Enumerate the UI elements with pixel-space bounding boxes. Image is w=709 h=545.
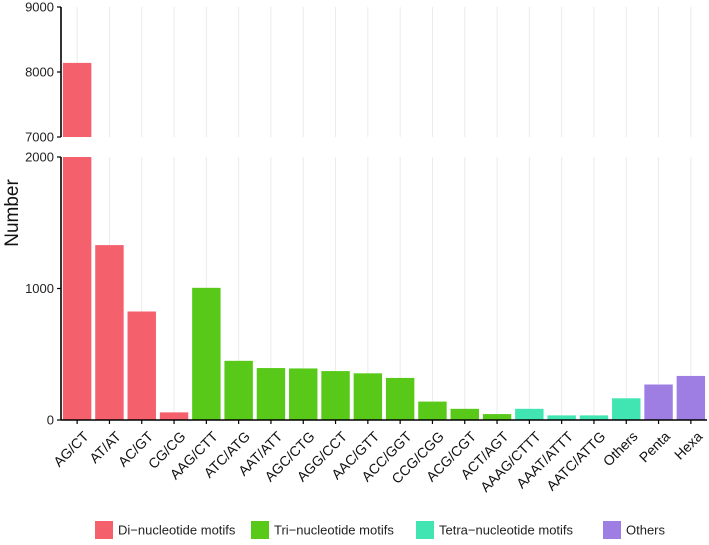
bar-aaat-attt bbox=[547, 415, 576, 420]
bars bbox=[62, 62, 706, 420]
y-tick-label: 7000 bbox=[25, 130, 54, 145]
y-ticks: 7000 8000 9000 0 1000 2000 bbox=[25, 0, 61, 428]
bar-aatc-attg bbox=[579, 415, 609, 420]
y-axis-label: Number bbox=[2, 179, 23, 247]
grid-lines bbox=[76, 7, 692, 420]
bar-aaag-cttt bbox=[515, 408, 544, 420]
y-tick-label: 2000 bbox=[25, 150, 54, 165]
y-tick-label: 1000 bbox=[25, 281, 54, 296]
bar-hexa bbox=[676, 375, 706, 420]
legend-swatch-others bbox=[603, 521, 621, 539]
bar-act-agt bbox=[482, 414, 512, 420]
axes bbox=[60, 7, 707, 421]
bar-ag-ct bbox=[62, 157, 92, 420]
legend-swatch-di bbox=[95, 521, 113, 539]
bar-aat-att bbox=[256, 368, 286, 420]
bar-at-at bbox=[95, 245, 124, 420]
bar-acg-cgt bbox=[450, 408, 479, 420]
y-tick-label: 0 bbox=[47, 413, 54, 428]
x-tick-label: Penta bbox=[636, 428, 673, 465]
legend-label-tri: Tri−nucleotide motifs bbox=[274, 523, 394, 538]
bar-agc-ctg bbox=[289, 368, 318, 420]
x-tick-label: Others bbox=[600, 428, 641, 469]
bar-atc-atg bbox=[224, 360, 253, 420]
legend-swatch-tri bbox=[251, 521, 269, 539]
x-tick-label: AG/CT bbox=[50, 428, 92, 470]
legend-label-tetra: Tetra−nucleotide motifs bbox=[439, 523, 574, 538]
bar-acc-ggt bbox=[385, 377, 415, 420]
bar-others bbox=[612, 398, 641, 420]
bar-aac-gtt bbox=[353, 373, 383, 420]
x-tick-label: Hexa bbox=[671, 428, 706, 463]
bar-agg-cct bbox=[321, 371, 350, 420]
bar-cg-cg bbox=[159, 412, 189, 420]
legend-label-others: Others bbox=[626, 523, 666, 538]
bar-aag-ctt bbox=[192, 287, 221, 420]
y-tick-label: 8000 bbox=[25, 65, 54, 80]
legend-swatch-tetra bbox=[416, 521, 434, 539]
bar-ac-gt bbox=[127, 311, 156, 420]
bar-ccg-cgg bbox=[418, 401, 447, 420]
bar-upper-segment bbox=[62, 62, 92, 137]
legend-label-di: Di−nucleotide motifs bbox=[118, 523, 236, 538]
y-tick-label: 9000 bbox=[25, 0, 54, 15]
bar-penta bbox=[644, 384, 673, 420]
legend: Di−nucleotide motifs Tri−nucleotide motif… bbox=[95, 521, 666, 539]
x-ticks: AG/CTAT/ATAC/GTCG/CGAAG/CTTATC/ATGAAT/AT… bbox=[50, 420, 705, 495]
